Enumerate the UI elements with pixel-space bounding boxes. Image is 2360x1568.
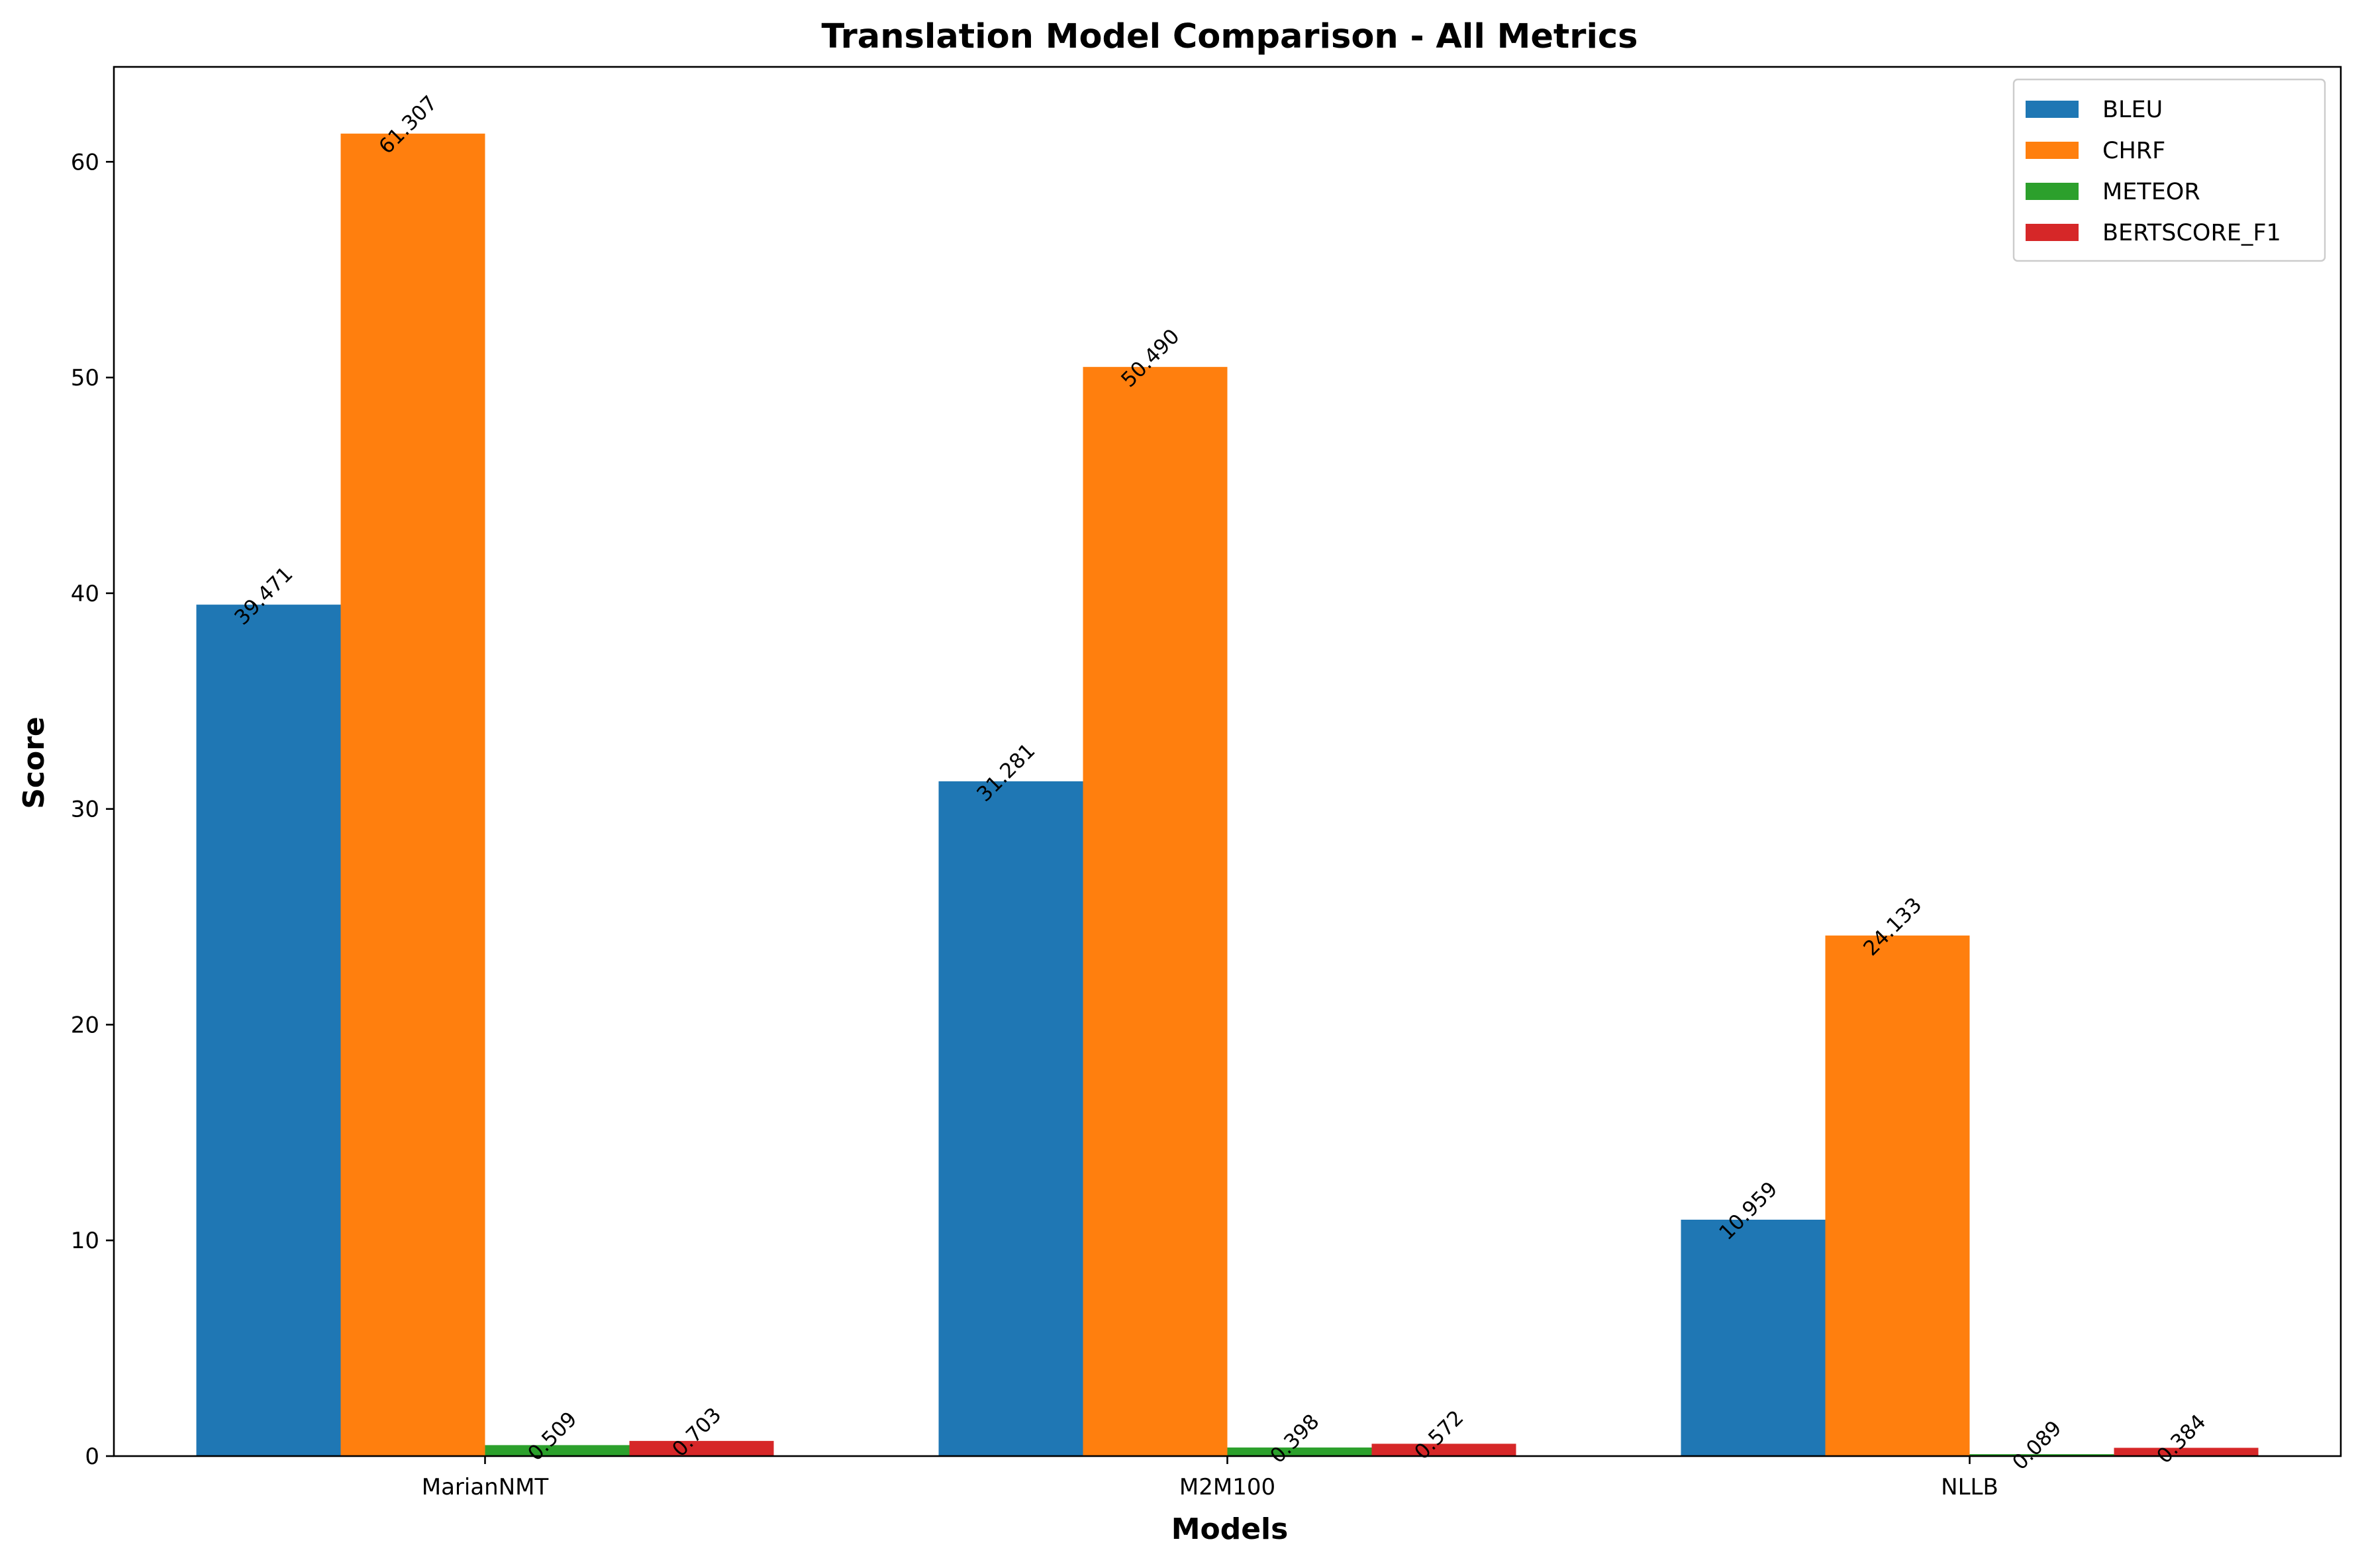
bar-bertscore_f1-mariannmt: [629, 1441, 774, 1456]
legend: BLEU CHRF METEOR BERTSCORE_F1: [2012, 78, 2326, 262]
bar-bleu-m2m100: [938, 781, 1083, 1456]
legend-swatch-bertscore_f1: [2026, 224, 2079, 241]
legend-label-meteor: METEOR: [2102, 179, 2200, 205]
legend-swatch-bleu: [2026, 101, 2079, 118]
x-tick-label-nllb: NLLB: [1941, 1474, 1998, 1500]
bar-bleu-nllb: [1681, 1219, 1826, 1456]
legend-label-bertscore_f1: BERTSCORE_F1: [2102, 220, 2281, 246]
y-axis-label: Score: [17, 716, 51, 809]
x-axis-label: Models: [1171, 1512, 1289, 1546]
x-tick-label-m2m100: M2M100: [1179, 1474, 1275, 1500]
y-tick-label: 50: [71, 365, 99, 391]
bar-bertscore_f1-nllb: [2114, 1447, 2259, 1456]
legend-label-bleu: BLEU: [2102, 97, 2163, 123]
legend-swatch-chrf: [2026, 142, 2079, 159]
bar-meteor-nllb: [1969, 1454, 2114, 1456]
y-tick-label: 0: [85, 1444, 99, 1470]
axes-layer: 0 10 20 30 40 50 60 MarianNMT M2M100 NLLB: [71, 66, 2342, 1500]
legend-label-chrf: CHRF: [2102, 138, 2165, 164]
bar-meteor-mariannmt: [485, 1445, 630, 1456]
y-tick-label: 10: [71, 1228, 99, 1254]
bars-layer: [196, 133, 2259, 1457]
bar-bertscore_f1-m2m100: [1371, 1444, 1516, 1456]
bar-meteor-m2m100: [1227, 1447, 1372, 1456]
y-tick-label: 20: [71, 1012, 99, 1038]
legend-box: [2012, 78, 2326, 262]
bar-chrf-m2m100: [1083, 367, 1228, 1456]
bar-bleu-mariannmt: [196, 605, 341, 1457]
bar-chrf-nllb: [1825, 935, 1970, 1456]
y-tick-label: 60: [71, 149, 99, 175]
y-tick-label: 30: [71, 797, 99, 823]
y-tick-label: 40: [71, 581, 99, 607]
legend-swatch-meteor: [2026, 183, 2079, 200]
bar-chrf-mariannmt: [340, 133, 485, 1456]
chart-title: Translation Model Comparison - All Metri…: [821, 17, 1638, 56]
x-tick-label-mariannmt: MarianNMT: [422, 1474, 549, 1500]
